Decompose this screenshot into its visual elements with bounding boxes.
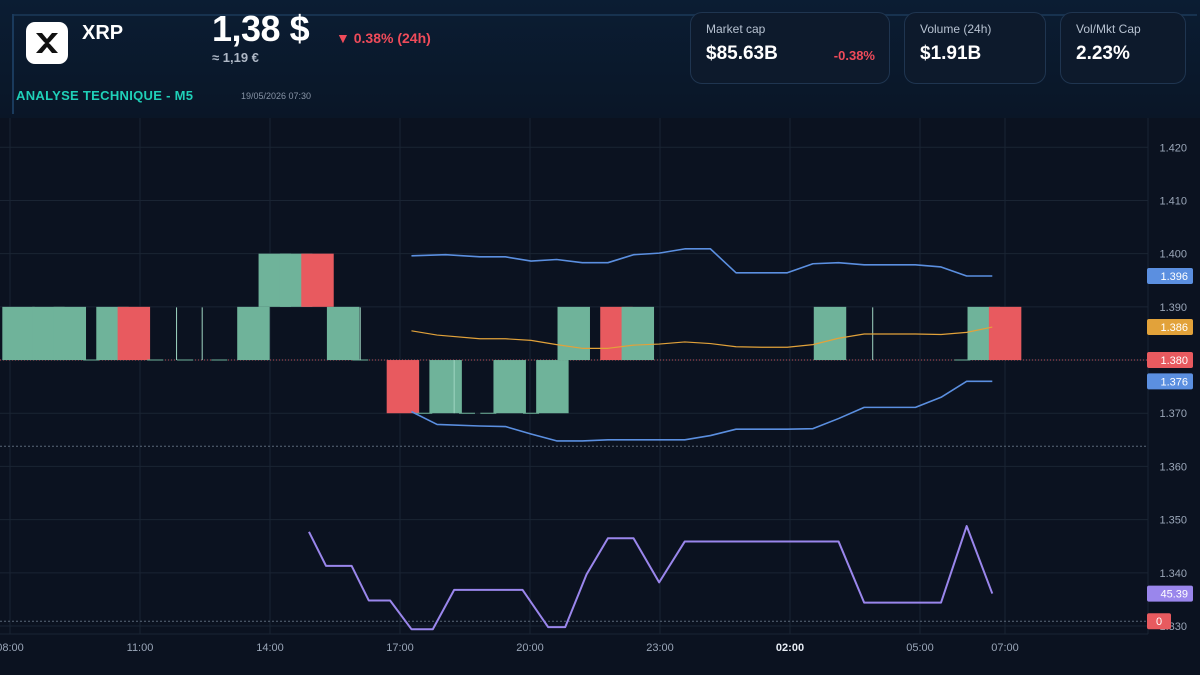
y-tick-label: 1.350: [1159, 515, 1187, 527]
price: 1,38 $: [212, 8, 310, 49]
price-chart[interactable]: 1.420 1.410 1.400 1.390 1.380 1.370 1.360 1.350…: [0, 118, 1200, 675]
rsi-tag-bg: [1147, 585, 1193, 602]
x-tick-label: 17:00: [386, 642, 414, 654]
y-tick-label: 1.400: [1159, 249, 1187, 261]
x-tick-label: 07:00: [991, 642, 1019, 654]
candle-body: [493, 360, 526, 414]
rsi-zero-tag-bg: [1147, 613, 1171, 630]
stat-volume: Volume (24h) $1.91B: [904, 12, 1046, 84]
frame-line: [12, 14, 14, 114]
stat-market-cap: Market cap $85.63B -0.38%: [690, 12, 890, 84]
analysis-title: ANALYSE TECHNIQUE - M5: [16, 88, 194, 103]
candle-body: [621, 306, 655, 361]
lower-band-tag-bg: [1147, 373, 1193, 390]
last-price-tag-bg: [1147, 352, 1193, 369]
candle-body: [988, 306, 1022, 361]
price-eur: ≈ 1,19 €: [212, 50, 259, 65]
y-tick-label: 1.410: [1159, 195, 1187, 207]
candle-body: [237, 306, 270, 361]
header: XRP 1,38 $ ≈ 1,19 € ▼ 0.38% (24h) ANALYS…: [0, 0, 1200, 119]
bollinger-mid-line: [411, 326, 993, 349]
x-tick-label: 23:00: [646, 642, 674, 654]
candle-body: [301, 253, 334, 307]
frame-top: [12, 14, 1197, 16]
candle-body: [536, 360, 569, 414]
bollinger-lower-line: [411, 380, 993, 442]
x-tick-label: 20:00: [516, 642, 544, 654]
y-tick-label: 1.420: [1159, 142, 1187, 154]
candle-body: [53, 306, 87, 361]
upper-band-tag: 1.396: [1160, 271, 1188, 283]
last-price-tag: 1.380: [1160, 355, 1188, 367]
chart-background: [0, 118, 1200, 675]
y-tick-label: 1.360: [1159, 461, 1187, 473]
coin-symbol: XRP: [82, 22, 124, 44]
price-change: ▼ 0.38% (24h): [336, 30, 431, 46]
stat-label: Market cap: [706, 22, 766, 36]
stat-label: Vol/Mkt Cap: [1076, 22, 1141, 36]
stat-value: 2.23%: [1076, 43, 1130, 64]
y-tick-label: 1.390: [1159, 302, 1187, 314]
rsi-zero-tag: 0: [1156, 616, 1162, 628]
candle-body: [429, 360, 462, 414]
rsi-line: [308, 525, 994, 631]
stat-change: -0.38%: [833, 48, 875, 63]
xrp-logo-icon: [26, 22, 68, 64]
candle-body: [117, 306, 151, 361]
candle-body: [2, 306, 35, 361]
y-tick-label: 1.370: [1159, 408, 1187, 420]
mid-band-tag-bg: [1147, 319, 1193, 336]
stat-label: Volume (24h): [920, 22, 992, 36]
x-tick-label: 05:00: [906, 642, 934, 654]
y-tick-label: 1.340: [1159, 568, 1187, 580]
lower-band-tag: 1.376: [1160, 376, 1188, 388]
rsi-tag: 45.39: [1160, 589, 1188, 601]
x-tick-label: 11:00: [127, 642, 154, 654]
candle-body: [557, 306, 590, 361]
stat-value: $85.63B: [706, 43, 778, 64]
candle-body: [386, 360, 420, 414]
x-tick-label: 08:00: [0, 642, 24, 654]
analysis-date: 19/05/2026 07:30: [241, 91, 312, 101]
stat-vol-mkt-cap: Vol/Mkt Cap 2.23%: [1060, 12, 1186, 84]
x-tick-label: 14:00: [256, 642, 284, 654]
candle-body: [813, 306, 847, 361]
mid-band-tag: 1.386: [1160, 322, 1188, 334]
upper-band-tag-bg: [1147, 267, 1193, 284]
candle-body: [326, 306, 360, 361]
bollinger-upper-line: [411, 248, 993, 277]
stat-value: $1.91B: [920, 43, 982, 64]
x-tick-label: 02:00: [776, 642, 804, 654]
